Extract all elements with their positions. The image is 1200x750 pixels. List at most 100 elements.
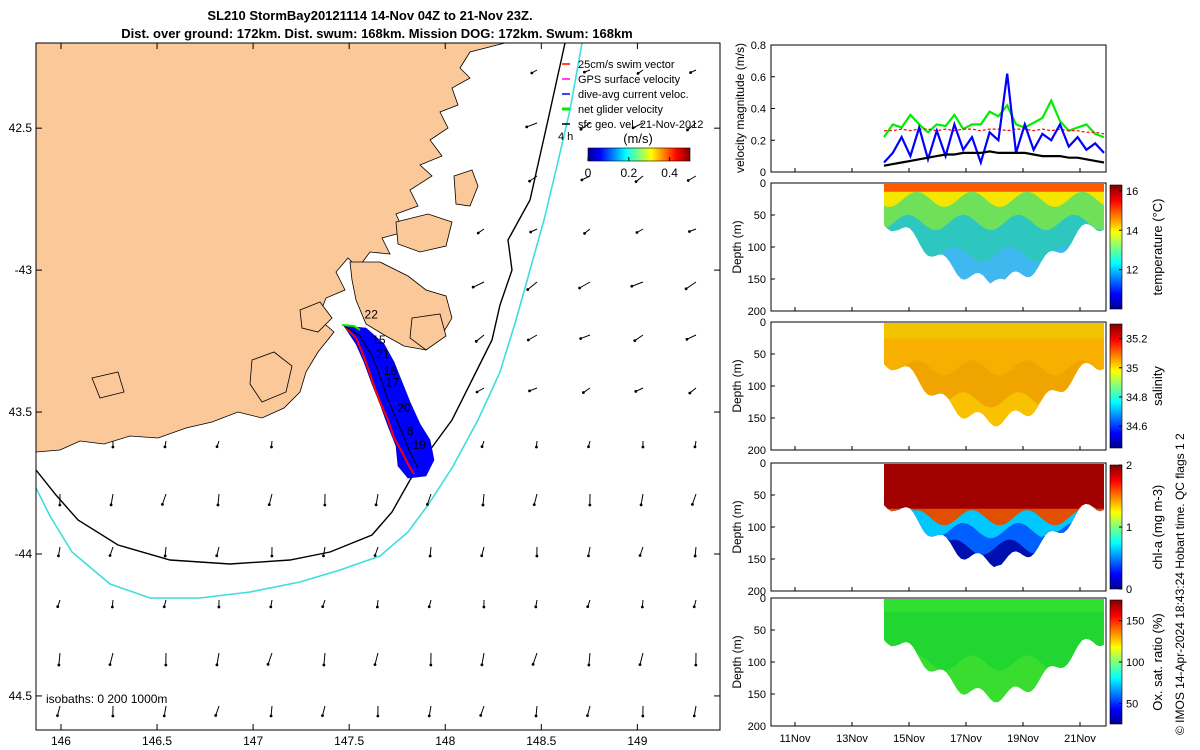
legend-dive-avg: dive-avg current veloc.: [578, 89, 689, 101]
vector-arrow-head: [160, 502, 164, 506]
vector-arrow-head: [162, 605, 166, 609]
vector-arrow-shaft: [480, 705, 485, 716]
vector-arrow-shaft: [527, 281, 538, 290]
map-xtick-label: 148.5: [526, 734, 556, 748]
vector-arrow-head: [634, 180, 638, 184]
vector-arrow-head: [688, 230, 691, 233]
section-colorbar-tick: 2: [1126, 460, 1132, 472]
time-tick-label: 15Nov: [893, 733, 925, 745]
vector-arrow-shaft: [321, 705, 326, 716]
vector-arrow-head: [57, 663, 61, 667]
depth-tick-label: 0: [760, 458, 766, 470]
vector-arrow-shaft: [579, 281, 591, 289]
map-ytick-label: 43.5: [9, 405, 33, 419]
depth-tick-label: 200: [748, 586, 766, 598]
island-2: [453, 169, 479, 207]
vector-arrow-head: [641, 714, 645, 718]
vector-arrow-shaft: [374, 652, 379, 665]
vector-arrow-head: [586, 714, 589, 718]
depth-tick-label: 0: [760, 593, 766, 605]
vector-arrow-head: [685, 337, 689, 341]
vector-arrow-head: [529, 230, 533, 234]
vector-arrow-head: [57, 554, 60, 558]
vector-arrow-head: [582, 70, 586, 74]
vector-arrow-shaft: [635, 175, 644, 183]
vector-arrow-shaft: [588, 652, 591, 665]
map-xtick-label: 146: [51, 734, 71, 748]
map-ytick-label: 44.5: [9, 689, 33, 703]
velocity-ytick-label: 0.8: [751, 40, 766, 52]
velocity-series-line: [883, 73, 1105, 167]
depth-tick-label: 50: [754, 490, 766, 502]
map-ytick-label: -44: [15, 547, 33, 561]
vector-arrow-head: [322, 554, 325, 558]
vector-arrow-head: [427, 714, 431, 718]
section-colorbar-label: temperature (°C): [1150, 199, 1165, 296]
depth-tick-label: 100: [748, 242, 766, 254]
vector-arrow-shaft: [164, 546, 167, 557]
track-label: 16: [384, 364, 398, 378]
vector-arrow-shaft: [163, 705, 167, 716]
vector-arrow-head: [639, 503, 643, 507]
vector-arrow-shaft: [475, 334, 485, 342]
vector-arrow-shaft: [161, 493, 167, 505]
island-4: [299, 301, 333, 333]
vector-arrow-shaft: [580, 122, 591, 130]
velocity-y-ticks: 0 0.2 0.4 0.6 0.8: [751, 40, 775, 179]
vector-arrow-head: [586, 605, 590, 609]
depth-tick-label: 200: [748, 306, 766, 318]
section-color-band: [884, 599, 1104, 671]
section-colorbar-tick: 35: [1126, 363, 1138, 375]
vector-arrow-head: [425, 502, 429, 506]
vector-arrow-head: [686, 179, 690, 182]
map-frame: [35, 42, 721, 731]
depth-tick-label: 150: [748, 413, 766, 425]
vector-arrow-shaft: [323, 652, 326, 665]
vector-arrow-shaft: [526, 122, 538, 128]
track-label: 19: [413, 438, 427, 452]
vector-arrow-head: [526, 288, 530, 291]
vector-arrow-head: [582, 391, 585, 394]
velocity-series-line: [883, 97, 1105, 139]
section-colorbar-tick: 14: [1126, 225, 1138, 237]
legend-swim-vector: 25cm/s swim vector: [578, 59, 675, 71]
vector-arrow-head: [321, 714, 324, 718]
section-panel-4: 0 50 100 150 200 Depth (m) 50 100 150 Ox. sat. ra…: [730, 593, 1165, 733]
legend-4h-label: 4 h: [558, 131, 573, 143]
vector-arrow-head: [636, 72, 640, 75]
map-xtick-label: 147.5: [334, 734, 364, 748]
section-colorbar-tick: 100: [1126, 657, 1144, 669]
vector-arrow-shaft: [687, 122, 697, 131]
vector-arrow-head: [631, 126, 635, 130]
velocity-series: [883, 73, 1105, 167]
vector-arrow-shaft: [216, 652, 220, 665]
vector-arrow-head: [580, 178, 584, 182]
section-color-band: [884, 464, 1104, 509]
vector-arrow-shaft: [217, 493, 220, 505]
vector-arrow-shaft: [109, 652, 114, 665]
vector-arrow-head: [689, 71, 692, 74]
vector-arrow-head: [640, 605, 644, 609]
vector-arrow-shaft: [639, 546, 644, 556]
vector-arrow-head: [532, 503, 536, 507]
island-3: [249, 351, 293, 403]
vector-arrow-shaft: [270, 705, 273, 717]
credit-text: © IMOS 14-Apr-2024 18:43:24 Hobart time.…: [1173, 433, 1187, 735]
vector-arrow-head: [535, 554, 539, 558]
vector-arrow-shaft: [694, 546, 697, 557]
depth-tick-label: 0: [760, 178, 766, 190]
velocity-y-label: velocity magnitude (m/s): [733, 43, 747, 173]
depth-tick-label: 150: [748, 554, 766, 566]
vector-arrow-head: [528, 389, 531, 393]
vector-arrow-head: [270, 554, 274, 558]
velocity-ytick-label: 0.6: [751, 72, 766, 84]
vector-arrow-shaft: [322, 546, 326, 556]
vector-arrow-shaft: [215, 705, 220, 716]
map-legend: 25cm/s swim vector GPS surface velocity …: [558, 59, 703, 143]
vector-arrow-head: [579, 127, 583, 131]
vector-arrow-head: [269, 714, 273, 718]
vector-arrow-head: [215, 663, 219, 667]
vector-arrow-shaft: [472, 281, 485, 288]
